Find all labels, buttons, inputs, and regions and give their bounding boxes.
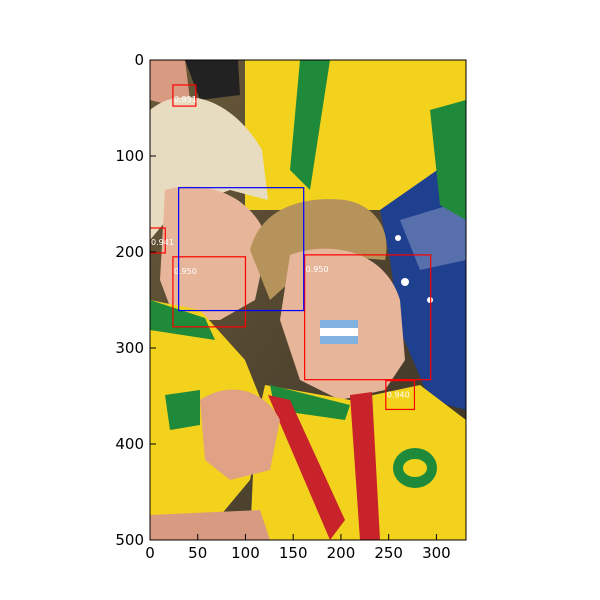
y-tick-label: 200 <box>115 243 144 261</box>
y-axis: 0 100 200 300 400 500 <box>115 51 156 549</box>
detection-score: 0.950 <box>174 267 197 276</box>
detections: 0.951 0.941 0.950 0.950 0.940 <box>150 84 432 411</box>
lanyard-right <box>350 392 380 540</box>
x-tick-label: 0 <box>145 544 155 562</box>
x-tick-label: 250 <box>374 544 403 562</box>
x-axis: 0 50 100 150 200 250 300 <box>145 534 451 562</box>
detection-box <box>304 254 432 381</box>
x-tick-label: 50 <box>188 544 207 562</box>
arm <box>200 389 280 480</box>
detection-score: 0.940 <box>387 391 410 400</box>
lanyard-left <box>268 395 345 540</box>
x-tick-label: 100 <box>231 544 260 562</box>
y-tick-label: 0 <box>134 51 144 69</box>
x-tick-label: 200 <box>327 544 356 562</box>
y-tick-label: 400 <box>115 435 144 453</box>
top-face <box>150 60 190 105</box>
x-tick-label: 300 <box>422 544 451 562</box>
left-boy-face <box>160 186 268 320</box>
x-tick-label: 150 <box>279 544 308 562</box>
detection-box <box>385 380 416 411</box>
photo <box>150 60 466 540</box>
detection-box <box>178 187 305 312</box>
detection-box <box>172 256 247 328</box>
y-tick-label: 300 <box>115 339 144 357</box>
brazil-flag <box>380 150 466 410</box>
axes-frame <box>149 59 467 541</box>
detection-score: 0.941 <box>151 238 174 247</box>
jersey-green-stripe <box>290 60 330 190</box>
detection-box <box>150 227 166 254</box>
y-tick-label: 100 <box>115 147 144 165</box>
detection-box <box>172 84 197 107</box>
detection-score: 0.951 <box>174 95 197 104</box>
y-tick-label: 500 <box>115 531 144 549</box>
detection-score: 0.950 <box>306 265 329 274</box>
